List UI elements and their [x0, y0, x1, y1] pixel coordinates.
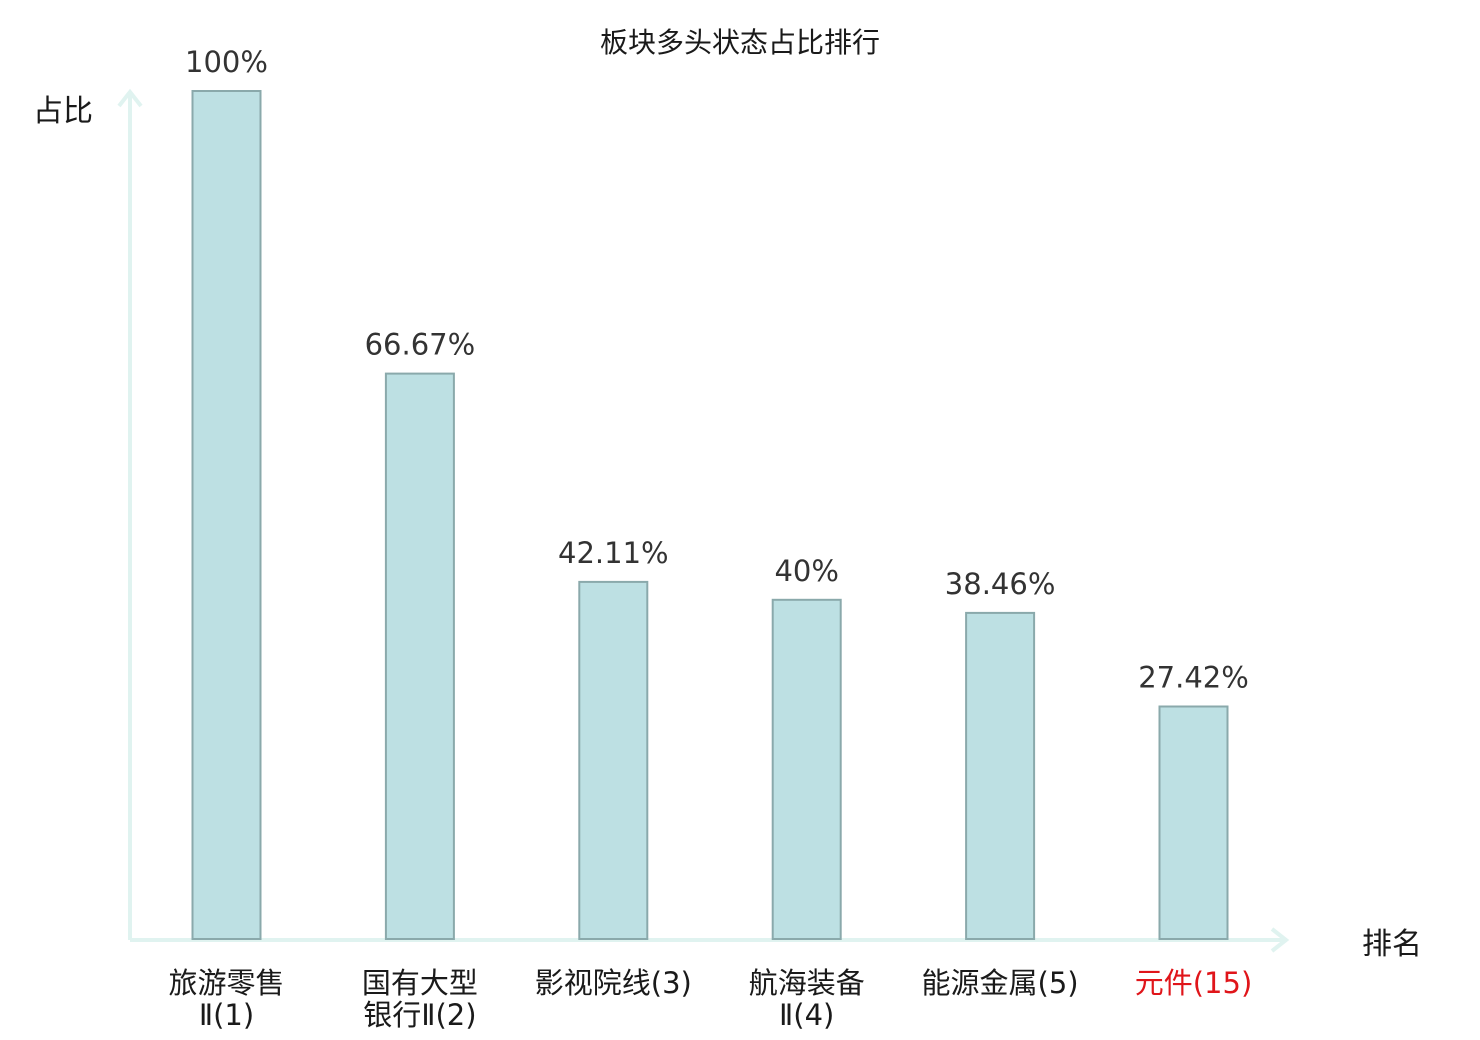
x-axis-arrow-icon	[1270, 927, 1290, 953]
x-tick-label: 旅游零售 Ⅱ(1)	[168, 966, 284, 1032]
y-axis-label: 占比	[33, 94, 93, 129]
bar	[384, 372, 455, 941]
data-label: 27.42%	[1138, 661, 1249, 695]
x-tick-label-line: Ⅱ(4)	[779, 998, 834, 1032]
x-tick-label-line: 国有大型	[362, 966, 478, 1000]
x-tick-label-line: 影视院线(3)	[535, 966, 692, 1000]
data-label: 40%	[774, 554, 838, 588]
data-label: 38.46%	[945, 567, 1056, 601]
y-axis-arrow-icon	[117, 88, 143, 108]
value-labels-group: 100% 66.67% 42.11% 40% 38.46% 27.42%	[185, 45, 1249, 695]
x-tick-label-line: 航海装备	[749, 966, 865, 1000]
category-labels-group: 旅游零售 Ⅱ(1) 国有大型银行Ⅱ(2) 影视院线(3) 航海装备 Ⅱ(4) 能源金属(5)…	[168, 966, 1252, 1032]
x-tick-label-line: 元件(15)	[1135, 966, 1253, 1000]
bar	[1158, 705, 1229, 940]
data-label: 100%	[185, 45, 268, 79]
bar	[771, 598, 842, 940]
bar	[965, 611, 1036, 941]
x-tick-label: 能源金属(5)	[922, 966, 1079, 1000]
bar	[578, 580, 649, 941]
data-label: 42.11%	[558, 536, 669, 570]
x-tick-label: 元件(15)	[1135, 966, 1253, 1000]
x-tick-label: 影视院线(3)	[535, 966, 692, 1000]
bars-group	[191, 90, 1229, 941]
axes	[117, 88, 1290, 953]
x-tick-label-line: 能源金属(5)	[922, 966, 1079, 1000]
x-tick-label: 航海装备 Ⅱ(4)	[749, 966, 865, 1032]
x-tick-label-line: 旅游零售	[168, 966, 284, 1000]
x-tick-label-line: Ⅱ(1)	[199, 998, 254, 1032]
x-tick-label-line: 银行Ⅱ(2)	[363, 998, 476, 1032]
data-label: 66.67%	[365, 328, 476, 362]
x-axis-label: 排名	[1362, 927, 1422, 962]
bar	[191, 90, 262, 940]
x-tick-label: 国有大型银行Ⅱ(2)	[362, 966, 478, 1032]
chart-title: 板块多头状态占比排行	[600, 26, 880, 59]
